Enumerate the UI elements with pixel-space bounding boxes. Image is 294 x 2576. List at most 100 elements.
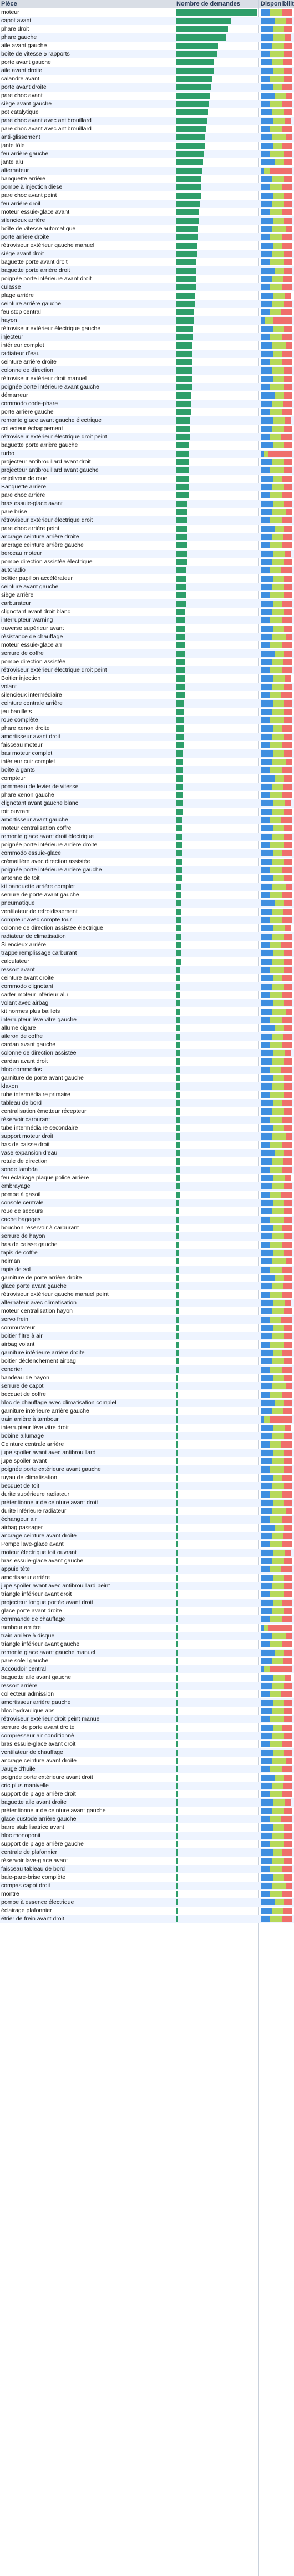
table-row[interactable]: pare choc arrière: [0, 491, 294, 500]
table-row[interactable]: trappe remplissage carburant: [0, 949, 294, 957]
table-row[interactable]: barre stabilisatrice avant: [0, 1823, 294, 1832]
table-row[interactable]: collecteur échappement: [0, 425, 294, 433]
table-row[interactable]: étrier de frein avant droit: [0, 1915, 294, 1923]
table-row[interactable]: crémaillère avec direction assistée: [0, 858, 294, 866]
table-row[interactable]: rétroviseur extérieur électrique droit: [0, 516, 294, 525]
table-row[interactable]: compresseur air conditionné: [0, 1732, 294, 1740]
table-row[interactable]: tuyau de climatisation: [0, 1474, 294, 1482]
table-row[interactable]: pompe direction assistée électrique: [0, 558, 294, 566]
table-row[interactable]: Ceinture centrale arrière: [0, 1440, 294, 1449]
table-row[interactable]: pare choc avant: [0, 92, 294, 100]
table-row[interactable]: centralisation émetteur récepteur: [0, 1107, 294, 1116]
table-row[interactable]: réservoir lave-glace avant: [0, 1857, 294, 1865]
table-row[interactable]: allume cigare: [0, 1024, 294, 1032]
table-row[interactable]: prétentionneur de ceinture avant droit: [0, 1499, 294, 1507]
table-row[interactable]: serrure de porte avant droite: [0, 1723, 294, 1732]
table-row[interactable]: commutateur: [0, 1324, 294, 1332]
table-row[interactable]: amortisseur arrière: [0, 1574, 294, 1582]
table-row[interactable]: baguette aile avant droite: [0, 1798, 294, 1807]
table-row[interactable]: rétroviseur extérieur droit manuel: [0, 375, 294, 383]
table-row[interactable]: interrupteur lève vitre gauche: [0, 1016, 294, 1024]
table-row[interactable]: éclairage plafonnier: [0, 1907, 294, 1915]
table-row[interactable]: siège avant gauche: [0, 100, 294, 108]
table-row[interactable]: pare brise: [0, 508, 294, 516]
table-row[interactable]: pompe à injection diesel: [0, 183, 294, 191]
table-row[interactable]: pare choc avant avec antibrouillard: [0, 117, 294, 125]
table-row[interactable]: intérieur complet: [0, 341, 294, 350]
table-row[interactable]: porte avant gauche: [0, 58, 294, 67]
table-row[interactable]: bloc monoponit: [0, 1832, 294, 1840]
table-row[interactable]: cardan avant gauche: [0, 1041, 294, 1049]
table-row[interactable]: commande de chauffage: [0, 1615, 294, 1624]
table-row[interactable]: réservoir carburant: [0, 1116, 294, 1124]
table-row[interactable]: serrure de capot: [0, 1382, 294, 1390]
table-row[interactable]: ancrage ceinture arrière gauche: [0, 541, 294, 550]
table-row[interactable]: rétroviseur extérieur électrique droit p…: [0, 666, 294, 674]
table-row[interactable]: pompe direction assistée: [0, 658, 294, 666]
table-row[interactable]: volant avec airbag: [0, 999, 294, 1007]
table-row[interactable]: siège arrière: [0, 591, 294, 599]
table-row[interactable]: ceinture arrière gauche: [0, 300, 294, 308]
table-row[interactable]: baguette porte avant droit: [0, 258, 294, 266]
table-row[interactable]: tapis de sol: [0, 1266, 294, 1274]
table-row[interactable]: remonte glace avant gauche manuel: [0, 1649, 294, 1657]
table-row[interactable]: intérieur cuir complet: [0, 758, 294, 766]
table-row[interactable]: traverse supérieur avant: [0, 624, 294, 633]
table-row[interactable]: rétroviseur extérieur électrique droit p…: [0, 433, 294, 441]
table-row[interactable]: porte avant droite: [0, 83, 294, 92]
table-row[interactable]: culasse: [0, 283, 294, 291]
table-row[interactable]: Jauge d'huile: [0, 1765, 294, 1773]
table-row[interactable]: aile avant droite: [0, 67, 294, 75]
table-row[interactable]: ceinture avant gauche: [0, 583, 294, 591]
table-row[interactable]: poignée porte extérieure avant droit: [0, 1773, 294, 1782]
table-row[interactable]: hayon: [0, 316, 294, 325]
table-row[interactable]: glace porte avant droite: [0, 1607, 294, 1615]
table-row[interactable]: phare gauche: [0, 33, 294, 42]
table-row[interactable]: support moteur droit: [0, 1132, 294, 1141]
table-row[interactable]: roue complète: [0, 716, 294, 724]
table-row[interactable]: bobine allumage: [0, 1432, 294, 1440]
table-row[interactable]: becquet de coffre: [0, 1390, 294, 1399]
table-row[interactable]: serrure de coffre: [0, 649, 294, 658]
table-row[interactable]: carter moteur inférieur alu: [0, 991, 294, 999]
table-row[interactable]: Boitier injection: [0, 674, 294, 683]
table-row[interactable]: moteur électrique toit ouvrant: [0, 1549, 294, 1557]
table-row[interactable]: calandre avant: [0, 75, 294, 83]
table-row[interactable]: Silencieux arrière: [0, 941, 294, 949]
table-row[interactable]: glace porte avant gauche: [0, 1282, 294, 1290]
table-row[interactable]: pare soleil gauche: [0, 1657, 294, 1665]
table-row[interactable]: poignée porte extérieure avant gauche: [0, 1465, 294, 1474]
table-row[interactable]: baie-pare-brise complète: [0, 1873, 294, 1882]
table-row[interactable]: airbag passager: [0, 1524, 294, 1532]
table-row[interactable]: collecteur admission: [0, 1690, 294, 1698]
table-row[interactable]: commodo essuie-glace: [0, 849, 294, 858]
table-row[interactable]: turbo: [0, 450, 294, 458]
table-row[interactable]: interrupteur warning: [0, 616, 294, 624]
table-row[interactable]: projecteur antibrouillard avant gauche: [0, 466, 294, 475]
table-row[interactable]: triangle inférieur avant gauche: [0, 1640, 294, 1649]
table-row[interactable]: pare choc avant peint: [0, 191, 294, 200]
table-row[interactable]: colonne de direction assistée: [0, 1049, 294, 1057]
table-row[interactable]: cendrier: [0, 1365, 294, 1374]
header-demand-count[interactable]: Nombre de demandes: [176, 1, 240, 7]
table-row[interactable]: porte arrière gauche: [0, 408, 294, 416]
table-row[interactable]: garniture intérieure arrière gauche: [0, 1407, 294, 1415]
table-row[interactable]: Pompe lave-glace avant: [0, 1540, 294, 1549]
table-row[interactable]: Accoudoir central: [0, 1665, 294, 1673]
table-row[interactable]: poignée porte intérieure arrière droite: [0, 841, 294, 849]
table-row[interactable]: bas de caisse droit: [0, 1141, 294, 1149]
table-row[interactable]: support de plage arrière droit: [0, 1790, 294, 1798]
table-row[interactable]: moteur centralisation hayon: [0, 1307, 294, 1315]
table-row[interactable]: rétroviseur extérieur droit peint manuel: [0, 1715, 294, 1723]
table-row[interactable]: rétroviseur extérieur électrique gauche: [0, 325, 294, 333]
table-row[interactable]: tableau de bord: [0, 1099, 294, 1107]
table-row[interactable]: colonne de direction: [0, 366, 294, 375]
table-row[interactable]: pare choc arrière peint: [0, 525, 294, 533]
table-row[interactable]: boitier filtre à air: [0, 1332, 294, 1340]
table-row[interactable]: phare xenon gauche: [0, 791, 294, 799]
table-row[interactable]: ancrage ceinture avant droite: [0, 1757, 294, 1765]
table-row[interactable]: feu arrière gauche: [0, 150, 294, 158]
table-row[interactable]: moteur: [0, 8, 294, 17]
table-row[interactable]: boîte de vitesse 5 rapports: [0, 50, 294, 58]
table-row[interactable]: durite supérieure radiateur: [0, 1490, 294, 1499]
